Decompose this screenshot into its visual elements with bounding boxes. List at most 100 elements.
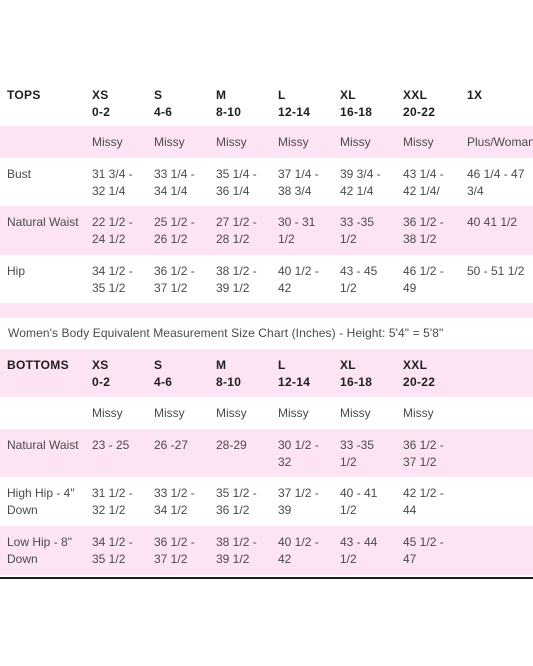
measurement-cell-line: Missy — [92, 135, 123, 149]
measurement-cell-line: Missy — [154, 135, 185, 149]
measurement-cell-line: 24 1/2 — [92, 232, 126, 246]
size-header-line: 12-14 — [278, 105, 311, 119]
measurement-cell-line: 40 1/2 - — [278, 535, 319, 549]
measurement-cell: 33 -35 1/2 — [333, 206, 396, 255]
measurement-cell: 27 1/2 - 28 1/2 — [209, 206, 271, 255]
measurement-cell-line: 22 1/2 - — [92, 215, 133, 229]
measurement-cell: Missy — [209, 126, 271, 158]
size-header: XL 16-18 — [333, 349, 396, 397]
measurement-cell-line: 43 - 45 — [340, 264, 378, 278]
size-header-line: 12-14 — [278, 375, 311, 389]
measurement-cell: Missy — [209, 397, 271, 429]
measurement-cell-line: 1/2 — [278, 232, 295, 246]
row-label-line: Hip — [7, 264, 26, 278]
size-header-line: XL — [340, 358, 356, 372]
measurement-cell: 33 1/4 - 34 1/4 — [147, 158, 209, 206]
measurement-cell-line: 37 1/4 - — [278, 167, 319, 181]
measurement-cell-line: 36 1/2 - — [154, 535, 195, 549]
measurement-cell: Missy — [271, 397, 333, 429]
size-header-line: 1X — [467, 88, 483, 102]
measurement-cell: Missy — [85, 397, 147, 429]
measurement-cell-line: 40 41 1/2 — [467, 215, 518, 229]
measurement-cell-line: 45 1/2 - — [403, 535, 444, 549]
size-header-line: 16-18 — [340, 375, 373, 389]
measurement-cell-line: 32 1/4 — [92, 184, 126, 198]
size-header-line: 8-10 — [216, 375, 242, 389]
section-label-line: TOPS — [7, 88, 41, 102]
measurement-cell: 43 1/4 - 42 1/4/ — [396, 158, 460, 206]
measurement-cell — [460, 397, 533, 429]
measurement-cell-line: 35 1/4 - — [216, 167, 257, 181]
measurement-cell-line: 42 1/4 — [340, 184, 374, 198]
measurement-cell-line: 1/2 — [340, 503, 357, 517]
measurement-cell-line: 39 1/2 — [216, 552, 250, 566]
row-label-line: Bust — [7, 167, 32, 181]
measurement-cell-line: 28-29 — [216, 438, 247, 452]
section-label-line: BOTTOMS — [7, 358, 69, 372]
measurement-cell: 33 -35 1/2 — [333, 429, 396, 477]
bottoms-low-hip-row: Low Hip - 8" Down 34 1/2 - 35 1/2 36 1/2 - 37… — [0, 526, 533, 575]
size-header-line: XS — [92, 358, 109, 372]
measurement-cell-line: 1/2 — [340, 552, 357, 566]
measurement-cell: 25 1/2 - 26 1/2 — [147, 206, 209, 255]
measurement-cell-line: Missy — [278, 406, 309, 420]
measurement-cell: 35 1/4 - 36 1/4 — [209, 158, 271, 206]
measurement-cell-line: 37 1/2 — [154, 281, 188, 295]
measurement-cell — [460, 477, 533, 526]
measurement-cell: 43 - 45 1/2 — [333, 255, 396, 303]
row-label: Natural Waist — [0, 429, 85, 477]
measurement-cell: 26 -27 — [147, 429, 209, 477]
measurement-cell-line: 33 -35 — [340, 215, 375, 229]
size-header: XXL 20-22 — [396, 78, 460, 126]
measurement-cell-line: 32 1/2 — [92, 503, 126, 517]
bottoms-header-row: BOTTOMS XS 0-2 S 4-6 M 8-10 L 12-14 XL 16-18 XXL 20-… — [0, 349, 533, 397]
tops-size-table: TOPS XS 0-2 S 4-6 M 8-10 L 12-14 XL 16-18 XXL 20-22 1… — [0, 78, 533, 318]
size-header-line: 4-6 — [154, 105, 173, 119]
size-header-line: 8-10 — [216, 105, 242, 119]
row-label-line: Down — [7, 552, 38, 566]
measurement-cell: 37 1/4 - 38 3/4 — [271, 158, 333, 206]
measurement-cell-line: 46 1/2 - — [403, 264, 444, 278]
measurement-cell-line: 23 - 25 — [92, 438, 130, 452]
size-header-line: 0-2 — [92, 105, 111, 119]
measurement-cell-line: 1/2 — [340, 232, 357, 246]
measurement-cell: 36 1/2 - 37 1/2 — [396, 429, 460, 477]
size-header: XS 0-2 — [85, 78, 147, 126]
measurement-cell: 31 1/2 - 32 1/2 — [85, 477, 147, 526]
measurement-cell-line: 32 — [278, 455, 292, 469]
measurement-cell-line: 36 1/4 — [216, 184, 250, 198]
measurement-cell-line: 37 1/2 — [154, 552, 188, 566]
measurement-cell-line: 49 — [403, 281, 417, 295]
measurement-cell: 38 1/2 - 39 1/2 — [209, 526, 271, 575]
row-label-line: High Hip - 4" — [7, 486, 75, 500]
measurement-cell: 35 1/2 - 36 1/2 — [209, 477, 271, 526]
measurement-cell-line: 38 3/4 — [278, 184, 312, 198]
measurement-cell: 39 3/4 - 42 1/4 — [333, 158, 396, 206]
measurement-cell-line: 40 1/2 - — [278, 264, 319, 278]
size-header: XL 16-18 — [333, 78, 396, 126]
measurement-cell-line: 25 1/2 - — [154, 215, 195, 229]
measurement-cell-line: 34 1/2 — [154, 503, 188, 517]
row-label — [0, 397, 85, 429]
tops-bust-row: Bust 31 3/4 - 32 1/4 33 1/4 - 34 1/4 35 1/4 -… — [0, 158, 533, 206]
section-label: TOPS — [0, 78, 85, 126]
measurement-cell-line: 39 3/4 - — [340, 167, 381, 181]
row-label: Hip — [0, 255, 85, 303]
measurement-cell-line: Missy — [403, 406, 434, 420]
measurement-cell-line: 1/2 — [340, 281, 357, 295]
measurement-cell: 33 1/2 - 34 1/2 — [147, 477, 209, 526]
size-header-line: 20-22 — [403, 375, 436, 389]
row-label-line: Natural Waist — [7, 438, 79, 452]
size-header: M 8-10 — [209, 349, 271, 397]
measurement-cell-line: Plus/Woman — [467, 135, 533, 149]
measurement-cell-line: 36 1/2 - — [154, 264, 195, 278]
bottoms-type-row: Missy Missy Missy Missy Missy Missy — [0, 397, 533, 429]
measurement-cell: 34 1/2 - 35 1/2 — [85, 526, 147, 575]
measurement-cell-line: 36 1/2 - — [403, 215, 444, 229]
measurement-cell-line: Missy — [154, 406, 185, 420]
measurement-cell — [460, 429, 533, 477]
tops-hip-row: Hip 34 1/2 -35 1/2 36 1/2 -37 1/2 38 1/2 -3… — [0, 255, 533, 303]
measurement-cell: Missy — [147, 397, 209, 429]
measurement-cell-line: 44 — [403, 503, 417, 517]
